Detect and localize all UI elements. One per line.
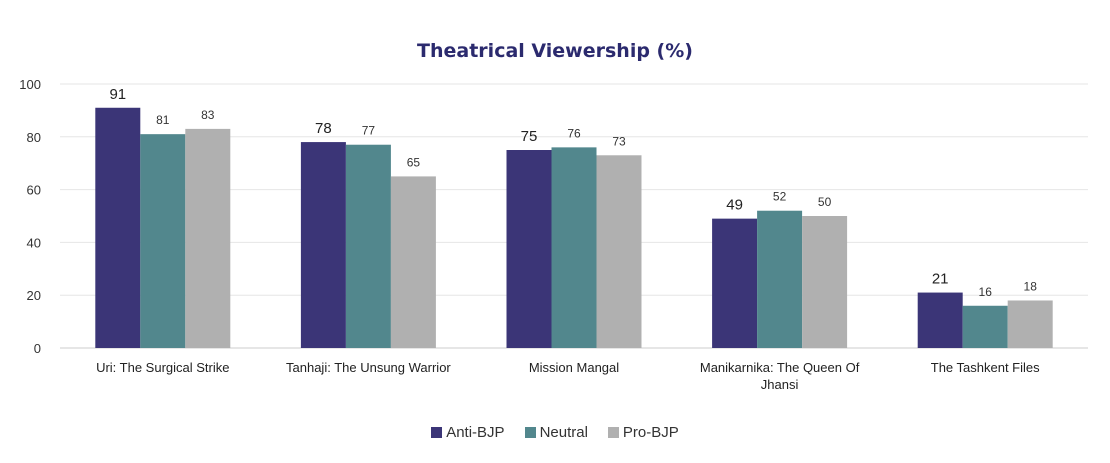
bar: [95, 107, 141, 348]
data-label: 49: [726, 197, 743, 214]
y-axis: 0 20 40 60 80 100: [19, 77, 41, 356]
legend-label: Neutral: [539, 424, 588, 441]
data-label: 81: [156, 113, 170, 127]
data-label: 21: [932, 271, 949, 288]
legend-item: Neutral: [524, 424, 588, 441]
data-label: 77: [362, 124, 376, 138]
data-label: 75: [521, 128, 538, 145]
data-label: 73: [612, 134, 626, 148]
bar: [300, 142, 346, 348]
bar: [596, 155, 642, 348]
bar: [140, 134, 186, 348]
legend-item: Pro-BJP: [607, 424, 679, 441]
bar: [551, 147, 597, 348]
y-tick-label: 100: [19, 77, 41, 92]
y-tick-label: 20: [27, 288, 41, 303]
data-label: 78: [315, 120, 332, 137]
chart-title: Theatrical Viewership (%): [417, 40, 693, 62]
bar: [1007, 300, 1053, 348]
y-tick-label: 60: [27, 183, 41, 198]
x-tick-label: Tanhaji: The Unsung Warrior: [286, 360, 451, 375]
data-label: 52: [773, 190, 787, 204]
x-axis: Uri: The Surgical Strike Tanhaji: The Uns…: [96, 360, 1040, 392]
bar: [802, 216, 848, 348]
data-label: 16: [979, 285, 993, 299]
legend-label: Anti-BJP: [446, 424, 505, 441]
bar: [917, 292, 963, 348]
y-tick-label: 80: [27, 130, 41, 145]
bar: [506, 150, 552, 348]
data-label: 65: [407, 155, 421, 169]
y-tick-label: 40: [27, 235, 41, 250]
bar: [962, 305, 1008, 348]
data-label: 50: [818, 195, 832, 209]
data-label: 76: [567, 126, 581, 140]
x-tick-label: Manikarnika: The Queen Of Jhansi: [700, 360, 860, 392]
data-labels: 91 81 83 78 77 65 75 76 73 49 52 50 21 16 18: [109, 86, 1037, 299]
data-label: 83: [201, 108, 215, 122]
legend-swatch: [431, 427, 443, 438]
bar: [712, 218, 758, 348]
y-tick-label: 0: [34, 341, 41, 356]
x-tick-label: Uri: The Surgical Strike: [96, 360, 229, 375]
bars: [95, 107, 1053, 348]
x-tick-label: Mission Mangal: [529, 360, 619, 375]
bar: [185, 128, 231, 348]
legend-swatch: [524, 427, 536, 438]
x-tick-label: The Tashkent Files: [931, 360, 1040, 375]
data-label: 91: [109, 86, 126, 103]
bar: [345, 144, 391, 348]
legend-swatch: [607, 427, 619, 438]
bar: [757, 210, 803, 348]
data-label: 18: [1024, 279, 1038, 293]
legend-label: Pro-BJP: [622, 424, 679, 441]
bar: [390, 176, 436, 348]
legend: Anti-BJP Neutral Pro-BJP: [0, 424, 1110, 441]
legend-item: Anti-BJP: [431, 424, 505, 441]
